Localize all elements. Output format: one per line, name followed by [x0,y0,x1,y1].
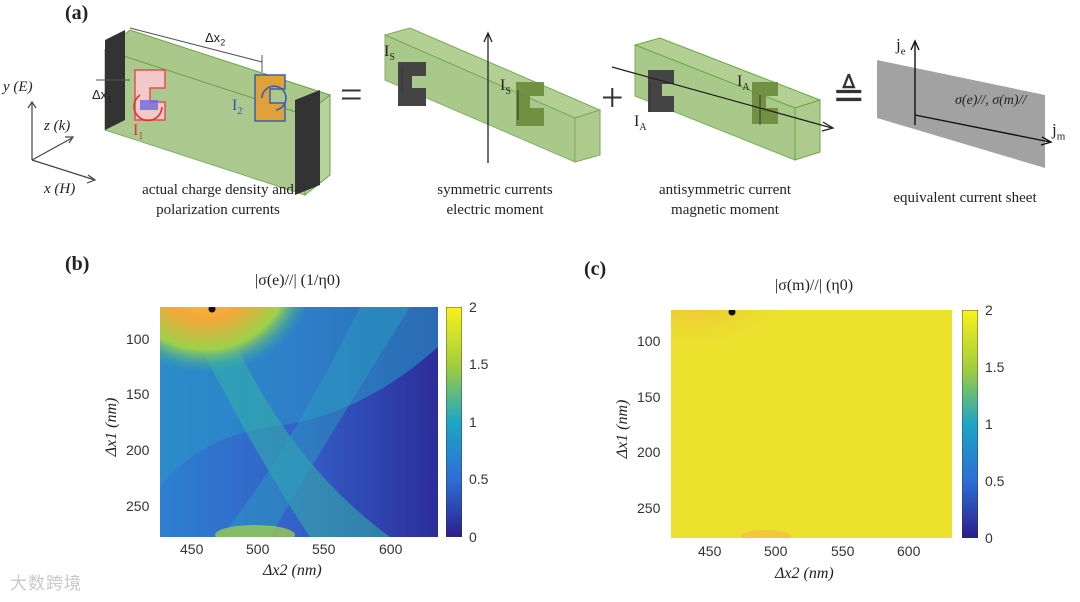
heatmap-c [671,310,952,538]
cb-b-tick-0.5: 0.5 [469,471,489,487]
panel-c-label: (c) [584,258,607,280]
caption-symmetric-line1: symmetric currents [437,182,553,198]
je-label: je [896,35,906,57]
defeq-sign: ≜ [832,72,866,117]
caption-symmetric-line2: electric moment [446,202,544,218]
colorbar-c [962,310,978,538]
ia-text-left: I [634,113,640,130]
b-ylabel: Δx1 (nm) [103,397,120,457]
panel-b-label: (b) [65,253,90,275]
c-ytick-100: 100 [637,333,661,349]
cb-c-tick-2: 2 [985,302,993,318]
ia-text-right: I [737,73,743,90]
i1-sub: 1 [138,131,144,143]
cb-b-tick-2: 2 [469,299,477,315]
c-xtick-500: 500 [764,543,788,559]
panel-a-illustration [27,27,1053,197]
cb-b-tick-1.5: 1.5 [469,356,489,372]
c-xlabel: Δx2 (nm) [775,565,834,582]
equals-sign: = [340,72,363,117]
colorbar-b [446,307,462,537]
b-xlabel: Δx2 (nm) [263,562,322,579]
b-ytick-150: 150 [126,386,150,402]
c-ytick-150: 150 [637,389,661,405]
dx2-text: Δx [205,30,221,45]
dx2-sub: 2 [220,37,226,48]
current-sheet [877,39,1053,168]
jm-label: jm [1052,120,1065,142]
caption-actual-line2: polarization currents [156,202,280,218]
watermark: 大数跨境 [10,574,82,594]
is-text-left: I [384,43,390,60]
dx1-label: Δx1 [92,87,112,105]
dx2-label: Δx2 [205,30,225,48]
ia-label-right: IA [737,73,750,93]
is-label-right: IS [500,77,511,97]
ia-sub-right: A [742,82,750,94]
i1-label: I1 [133,122,143,142]
i2-label: I2 [232,97,242,117]
axis-z-label: z (k) [44,118,71,134]
is-sub-left: S [389,52,395,64]
is-text-right: I [500,77,506,94]
b-xtick-600: 600 [379,541,403,557]
plus-sign: + [601,75,624,120]
b-xtick-500: 500 [246,541,270,557]
caption-sheet: equivalent current sheet [893,190,1037,206]
c-xtick-600: 600 [897,543,921,559]
dx1-sub: 1 [107,94,113,105]
is-label-left: IS [384,43,395,63]
panel-c-title: |σ(m)//| (η0) [775,277,854,294]
caption-antisymmetric-line2: magnetic moment [671,202,779,218]
cb-b-tick-0: 0 [469,529,477,545]
marker-point-b [208,307,216,313]
jm-text: j [1052,120,1057,139]
caption-actual: actual charge density and polarization c… [98,180,338,220]
slab-symmetric [383,27,602,163]
b-ytick-200: 200 [126,442,150,458]
panel-b-title: |σ(e)//| (1/η0) [255,272,341,289]
panel-a-label: (a) [65,2,89,24]
i1-text: I [133,122,139,139]
c-ylabel: Δx1 (nm) [614,399,631,459]
cb-b-tick-1: 1 [469,414,477,430]
c-ytick-250: 250 [637,500,661,516]
slab-actual [96,27,332,197]
ia-sub-left: A [639,122,647,134]
jm-sub: m [1056,130,1066,143]
cb-c-tick-1.5: 1.5 [985,359,1005,375]
cb-c-tick-0: 0 [985,530,993,546]
je-sub: e [900,45,906,58]
dx1-text: Δx [92,87,108,102]
caption-antisymmetric: antisymmetric current magnetic moment [615,180,835,220]
b-ytick-250: 250 [126,498,150,514]
c-xtick-450: 450 [698,543,722,559]
c-ytick-200: 200 [637,444,661,460]
axis-x-label: x (H) [44,181,76,197]
caption-symmetric: symmetric currents electric moment [400,180,590,220]
i2-sub: 2 [237,106,243,118]
caption-antisymmetric-line1: antisymmetric current [658,182,792,198]
heatmap-b [160,307,438,537]
ia-label-left: IA [634,113,647,133]
sigma-label: σ(e)//, σ(m)// [955,93,1027,108]
caption-actual-line1: actual charge density and [142,182,294,198]
i2-text: I [232,97,238,114]
axis-y-label: y (E) [3,79,33,95]
marker-point-c [728,310,736,316]
b-ytick-100: 100 [126,331,150,347]
cb-c-tick-0.5: 0.5 [985,473,1005,489]
b-xtick-550: 550 [312,541,336,557]
cb-c-tick-1: 1 [985,416,993,432]
coordinate-triad [27,100,97,184]
je-text: j [896,35,901,54]
slab-antisymmetric [611,37,835,161]
b-xtick-450: 450 [180,541,204,557]
is-sub-right: S [505,86,511,98]
c-xtick-550: 550 [831,543,855,559]
